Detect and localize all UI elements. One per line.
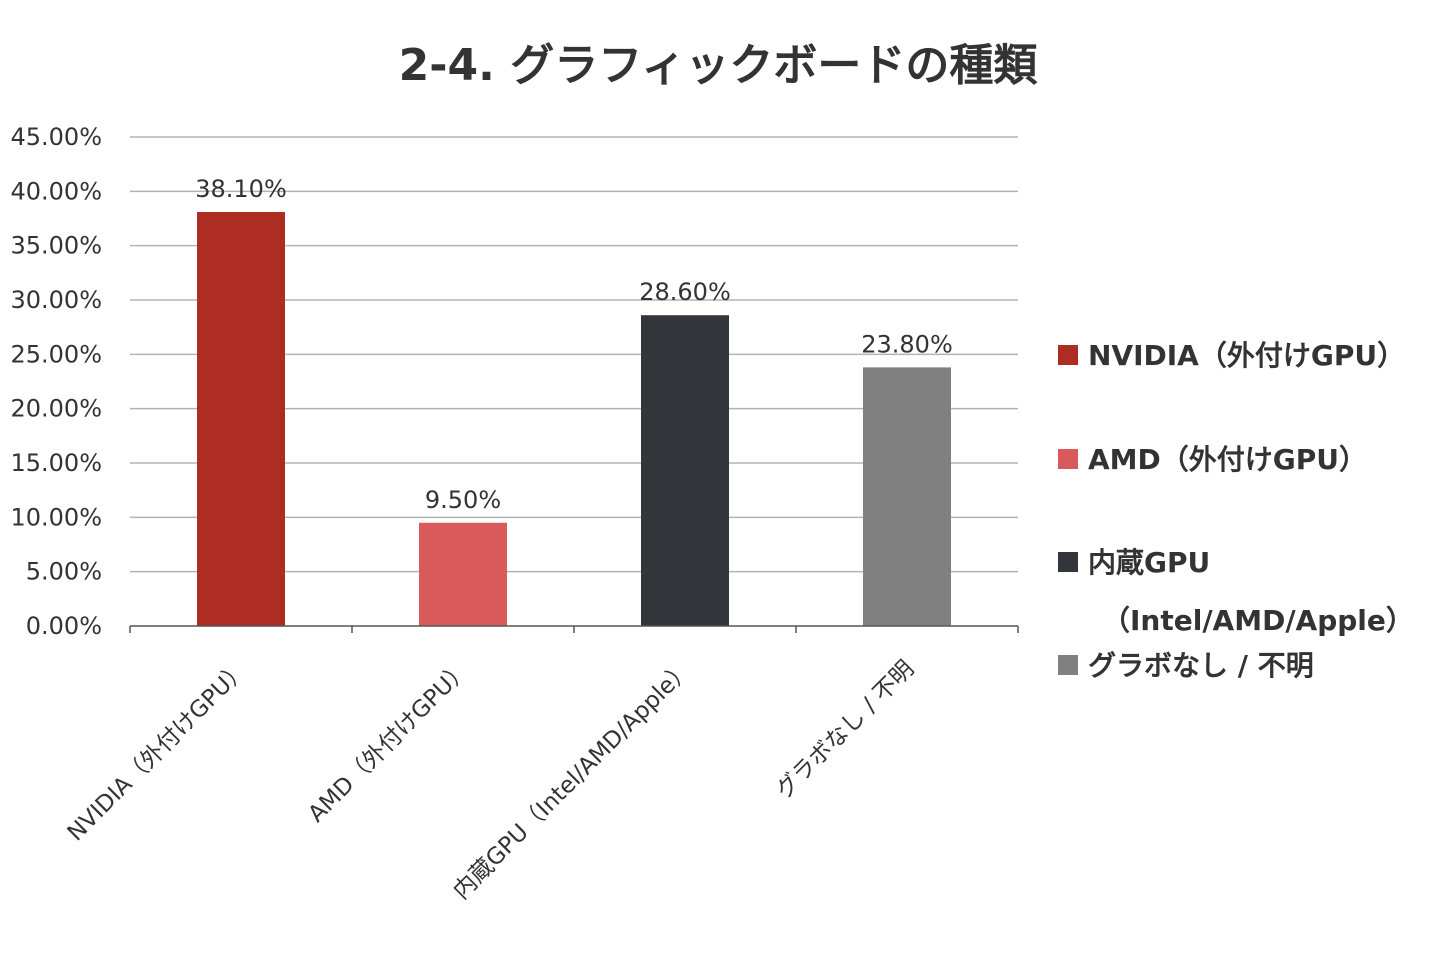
- data-label: 38.10%: [195, 175, 287, 203]
- x-category-label: AMD（外付けGPU）: [304, 656, 476, 828]
- bar: [419, 522, 507, 626]
- y-tick-label: 10.00%: [10, 503, 102, 531]
- y-tick-label: 5.00%: [26, 558, 102, 586]
- legend-swatch: [1058, 345, 1078, 365]
- legend-swatch: [1058, 655, 1078, 675]
- bar: [641, 315, 729, 626]
- y-tick-label: 20.00%: [10, 395, 102, 423]
- x-axis-category-labels: NVIDIA（外付けGPU） AMD（外付けGPU）内蔵GPU（Intel/AMD…: [63, 656, 920, 905]
- chart-title: 2-4. グラフィックボードの種類: [399, 40, 1039, 91]
- y-tick-label: 35.00%: [10, 232, 102, 260]
- legend-label: グラボなし / 不明: [1088, 649, 1314, 682]
- data-label: 9.50%: [425, 486, 501, 514]
- legend-label: 内蔵GPU: [1088, 546, 1210, 579]
- bars: [197, 211, 951, 627]
- bar: [197, 211, 285, 627]
- data-labels: 38.10% 9.50% 28.60% 23.80%: [195, 175, 953, 514]
- legend-label: （Intel/AMD/Apple）: [1102, 604, 1414, 637]
- y-axis-tick-labels: 0.00% 5.00% 10.00% 15.00% 20.00% 25.00% 30.00%…: [10, 123, 102, 640]
- data-label: 23.80%: [861, 330, 953, 358]
- x-category-label: 内蔵GPU（Intel/AMD/Apple）: [449, 656, 698, 905]
- data-label: 28.60%: [639, 278, 731, 306]
- legend: NVIDIA（外付けGPU） AMD（外付けGPU） 内蔵GPU （Intel/AMD…: [1058, 339, 1414, 682]
- legend-swatch: [1058, 449, 1078, 469]
- y-tick-label: 30.00%: [10, 286, 102, 314]
- legend-swatch: [1058, 552, 1078, 572]
- legend-label: AMD（外付けGPU）: [1088, 443, 1367, 476]
- y-tick-label: 15.00%: [10, 449, 102, 477]
- y-tick-label: 40.00%: [10, 177, 102, 205]
- x-category-label: NVIDIA（外付けGPU）: [63, 656, 254, 847]
- legend-label: NVIDIA（外付けGPU）: [1088, 339, 1405, 372]
- bar: [863, 367, 951, 626]
- x-axis: [129, 625, 1019, 633]
- x-category-label: グラボなし / 不明: [771, 656, 919, 804]
- y-tick-label: 25.00%: [10, 340, 102, 368]
- y-tick-label: 0.00%: [26, 612, 102, 640]
- y-tick-label: 45.00%: [10, 123, 102, 151]
